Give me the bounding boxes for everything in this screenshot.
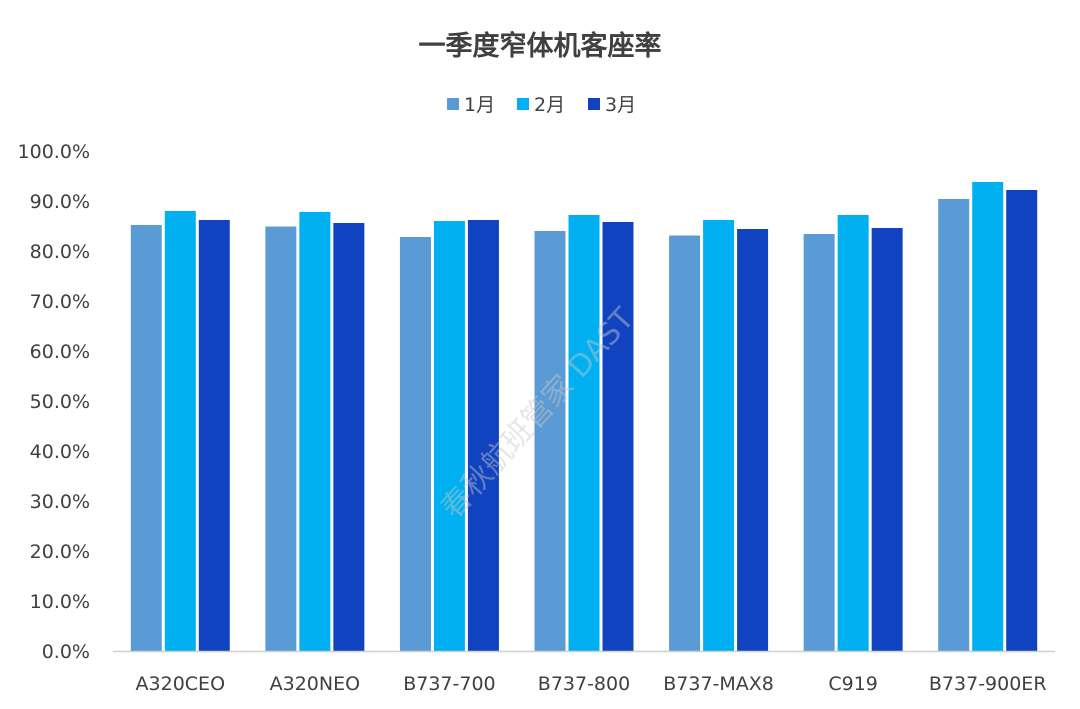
y-tick-label: 100.0%	[18, 141, 90, 163]
bar-b737-800-series-1	[534, 231, 566, 651]
legend-label: 1月	[464, 94, 495, 116]
bar-a320ceo-series-2	[164, 211, 196, 651]
y-tick-label: 30.0%	[30, 491, 90, 513]
legend-swatch	[588, 98, 600, 110]
legend-label: 2月	[534, 94, 565, 116]
bar-b737-900er-series-1	[938, 199, 970, 651]
y-tick-label: 70.0%	[30, 291, 90, 313]
legend-swatch	[447, 98, 459, 110]
bar-b737-700-series-2	[433, 221, 465, 651]
bar-b737-800-series-3	[602, 222, 634, 651]
bar-b737-700-series-3	[467, 220, 499, 651]
bar-b737-max8-series-3	[737, 229, 769, 651]
bar-b737-max8-series-1	[669, 235, 701, 651]
y-tick-label: 90.0%	[30, 191, 90, 213]
x-category-label: B737-700	[403, 673, 495, 695]
x-category-label: A320CEO	[136, 673, 226, 695]
legend-swatch	[517, 98, 529, 110]
y-tick-label: 80.0%	[30, 241, 90, 263]
bar-a320ceo-series-1	[130, 225, 162, 651]
bar-c919-series-3	[871, 228, 903, 651]
chart-title: 一季度窄体机客座率	[419, 30, 662, 62]
x-category-label: B737-MAX8	[663, 673, 774, 695]
x-category-label: B737-800	[538, 673, 630, 695]
bar-a320neo-series-2	[299, 212, 331, 651]
bar-b737-800-series-2	[568, 215, 600, 651]
y-tick-label: 50.0%	[30, 391, 90, 413]
y-tick-label: 60.0%	[30, 341, 90, 363]
bar-b737-700-series-1	[399, 237, 431, 651]
bar-c919-series-2	[837, 215, 869, 651]
bar-a320ceo-series-3	[198, 220, 230, 651]
y-tick-label: 0.0%	[42, 641, 90, 663]
x-category-label: A320NEO	[270, 673, 360, 695]
legend: 1月 2月 3月	[447, 94, 636, 116]
y-axis: 0.0% 10.0% 20.0% 30.0% 40.0% 50.0% 60.0% 70.0% 8…	[18, 141, 90, 663]
y-tick-label: 10.0%	[30, 591, 90, 613]
bar-c919-series-1	[803, 234, 835, 651]
x-category-label: C919	[828, 673, 878, 695]
x-axis: A320CEO A320NEO B737-700 B737-800 B737-MAX8 C…	[113, 650, 1055, 695]
y-tick-label: 40.0%	[30, 441, 90, 463]
bar-b737-900er-series-3	[1006, 190, 1038, 651]
bars	[130, 182, 1038, 651]
y-tick-label: 20.0%	[30, 541, 90, 563]
bar-b737-900er-series-2	[972, 182, 1004, 651]
bar-a320neo-series-1	[265, 226, 297, 651]
bar-b737-max8-series-2	[703, 220, 735, 651]
bar-a320neo-series-3	[333, 223, 365, 651]
legend-label: 3月	[605, 94, 636, 116]
x-category-label: B737-900ER	[929, 673, 1047, 695]
